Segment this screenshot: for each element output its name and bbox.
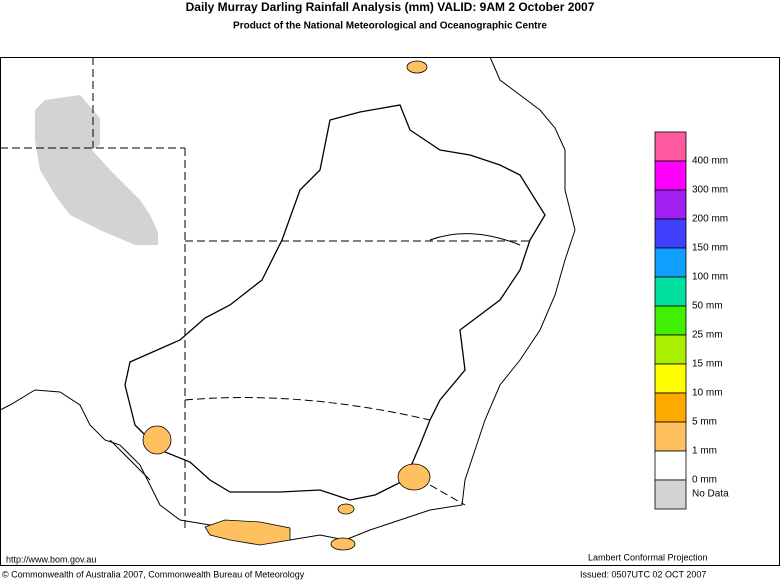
legend: 400 mm 300 mm 200 mm 150 mm 100 mm 50 mm 25 mm… — [654, 131, 729, 510]
rain-area — [204, 519, 291, 546]
legend-swatch — [654, 189, 687, 220]
legend-swatch — [654, 131, 687, 162]
copyright: © Commonwealth of Australia 2007, Common… — [2, 569, 305, 579]
state-border — [0, 57, 530, 528]
rain-area — [397, 463, 431, 491]
legend-label: 15 mm — [692, 359, 723, 370]
legend-label: 150 mm — [692, 243, 728, 254]
legend-label: 10 mm — [692, 388, 723, 399]
issued: Issued: 0507UTC 02 OCT 2007 — [580, 569, 706, 579]
legend-label: 400 mm — [692, 156, 728, 167]
legend-label: 5 mm — [692, 417, 717, 428]
map-frame — [0, 57, 780, 566]
legend-swatch — [654, 218, 687, 249]
legend-swatch — [654, 450, 687, 481]
legend-swatch — [654, 305, 687, 336]
rain-area — [337, 503, 355, 515]
basin-outline — [124, 104, 546, 501]
legend-label: 25 mm — [692, 330, 723, 341]
legend-swatch — [654, 160, 687, 191]
coastline — [0, 56, 576, 541]
legend-swatch — [654, 479, 687, 510]
projection: Lambert Conformal Projection — [588, 552, 708, 562]
legend-swatch — [654, 334, 687, 365]
legend-label: No Data — [692, 489, 729, 500]
legend-label: 1 mm — [692, 446, 717, 457]
rain-area — [142, 425, 172, 455]
river — [109, 233, 521, 481]
url: http://www.bom.gov.au — [6, 554, 96, 564]
legend-label: 200 mm — [692, 214, 728, 225]
legend-swatch — [654, 392, 687, 423]
map — [0, 56, 576, 551]
rain-area — [406, 60, 428, 74]
legend-label: 0 mm — [692, 475, 717, 486]
legend-swatch — [654, 276, 687, 307]
legend-swatch — [654, 421, 687, 452]
legend-label: 300 mm — [692, 185, 728, 196]
subtitle: Product of the National Meteorological a… — [233, 21, 547, 32]
legend-label: 50 mm — [692, 301, 723, 312]
legend-swatch — [654, 247, 687, 278]
title: Daily Murray Darling Rainfall Analysis (… — [186, 0, 595, 14]
no-data-area — [35, 95, 158, 245]
legend-label: 100 mm — [692, 272, 728, 283]
rain-area — [330, 537, 356, 551]
legend-swatch — [654, 363, 687, 394]
